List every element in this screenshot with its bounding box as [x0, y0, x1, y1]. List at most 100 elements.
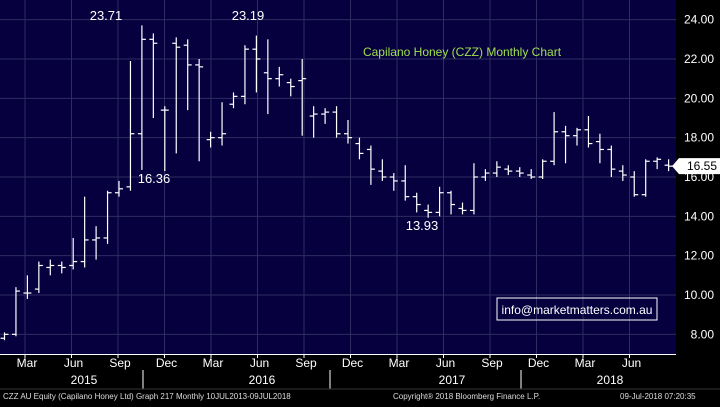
price-annotation: 13.93 [406, 218, 439, 233]
ohlc-bar [641, 159, 650, 197]
chart-title: Capilano Honey (CZZ) Monthly Chart [363, 45, 562, 59]
ohlc-bar [653, 157, 662, 170]
ohlc-bar [57, 261, 66, 274]
ohlc-bar [69, 237, 78, 270]
ohlc-bar [595, 133, 604, 164]
price-badge-text: 16.55 [687, 159, 717, 173]
ohlc-bar [561, 125, 570, 164]
ohlc-bar [481, 169, 490, 181]
x-axis-labels: Mar Jun Sep Dec Mar Jun Sep Dec Mar Jun Sep Dec Mar J… [0, 354, 676, 389]
ohlc-bar [458, 202, 467, 215]
x-month-label: Mar [575, 356, 596, 370]
x-month-label: Mar [17, 356, 38, 370]
x-month-label: Jun [250, 356, 269, 370]
ohlc-bar [137, 25, 146, 170]
y-tick-label: 14.00 [684, 209, 714, 223]
x-year-label: 2015 [71, 373, 98, 387]
ohlc-bar [435, 186, 444, 217]
ohlc-bar [80, 196, 89, 268]
x-month-label: Dec [528, 356, 549, 370]
footer-center: Copyright® 2018 Bloomberg Finance L.P. [393, 392, 540, 401]
ohlc-bar [286, 78, 295, 97]
x-year-label: 2016 [249, 373, 276, 387]
watermark-box [496, 297, 658, 321]
ohlc-bar [366, 145, 375, 185]
ohlc-bar [618, 165, 627, 181]
ohlc-bar [298, 59, 307, 136]
x-month-label: Jun [622, 356, 641, 370]
y-tick-label: 24.00 [684, 13, 714, 27]
ohlc-bar [630, 171, 639, 197]
ohlc-bar [538, 159, 547, 179]
x-month-label: Sep [481, 356, 503, 370]
ohlc-bar [229, 92, 238, 109]
ohlc-bar [34, 261, 43, 294]
y-tick-label: 18.00 [684, 131, 714, 145]
ohlc-bar [149, 33, 158, 118]
price-bars [0, 25, 673, 341]
price-annotation: 16.36 [138, 171, 171, 186]
footer-left: CZZ AU Equity (Capilano Honey Ltd) Graph… [3, 392, 291, 401]
ohlc-bar [263, 39, 272, 115]
y-tick-label: 10.00 [684, 288, 714, 302]
ohlc-bar [46, 259, 55, 276]
footer-bar [0, 389, 720, 402]
ohlc-bar [0, 332, 9, 341]
ohlc-bar [252, 35, 261, 93]
ohlc-bar [664, 159, 673, 172]
y-axis-background [676, 0, 720, 354]
price-badge-shape [672, 158, 720, 175]
last-price-badge: 16.55 [672, 158, 720, 175]
ohlc-bar [527, 169, 536, 179]
ohlc-bar [389, 173, 398, 191]
ohlc-bar [11, 287, 20, 337]
ohlc-bar [309, 106, 318, 138]
footer-right: 09-Jul-2018 07:20:35 [620, 392, 696, 401]
ohlc-bar [515, 167, 524, 177]
ohlc-bar [275, 66, 284, 87]
ohlc-bar [584, 116, 593, 148]
ohlc-bar [115, 180, 123, 197]
y-tick-label: 22.00 [684, 52, 714, 66]
x-axis-background [0, 354, 720, 389]
ohlc-bar [504, 165, 513, 176]
ohlc-bar [92, 226, 101, 260]
ohlc-bar [126, 60, 135, 191]
x-month-label: Mar [203, 356, 224, 370]
x-month-label: Mar [389, 356, 410, 370]
ohlc-bar [240, 45, 249, 105]
ohlc-bar [332, 106, 341, 138]
ohlc-bar [469, 163, 478, 215]
x-month-label: Sep [295, 356, 317, 370]
y-tick-label: 8.00 [691, 327, 715, 341]
x-month-label: Dec [342, 356, 363, 370]
ohlc-bar [344, 119, 352, 144]
y-tick-label: 20.00 [684, 91, 714, 105]
x-month-label: Jun [64, 356, 83, 370]
x-year-label: 2017 [439, 373, 466, 387]
ohlc-bar [447, 190, 456, 215]
x-month-label: Jun [436, 356, 455, 370]
ohlc-bar [607, 145, 616, 177]
ohlc-bar [160, 106, 169, 172]
ohlc-bar [573, 127, 581, 146]
watermark-text: info@marketmatters.com.au [502, 303, 653, 317]
ohlc-bar [378, 159, 387, 181]
annotations: 23.71 23.19 16.36 13.93 [90, 8, 439, 233]
ohlc-bar [172, 37, 181, 154]
ohlc-bar [492, 161, 501, 177]
y-axis-labels: 8.0010.0012.0014.0016.0018.0020.0022.002… [684, 13, 714, 342]
x-year-label: 2018 [597, 373, 624, 387]
y-tick-label: 12.00 [684, 249, 714, 263]
ohlc-bar [412, 192, 421, 213]
ohlc-bar [401, 165, 410, 201]
price-annotation: 23.71 [90, 8, 123, 23]
ohlc-bar [218, 102, 227, 146]
ohlc-bar [195, 59, 204, 162]
ohlc-bar [183, 39, 192, 111]
x-month-label: Dec [156, 356, 177, 370]
ohlc-bar [321, 108, 330, 124]
ohlc-bar [424, 204, 433, 218]
